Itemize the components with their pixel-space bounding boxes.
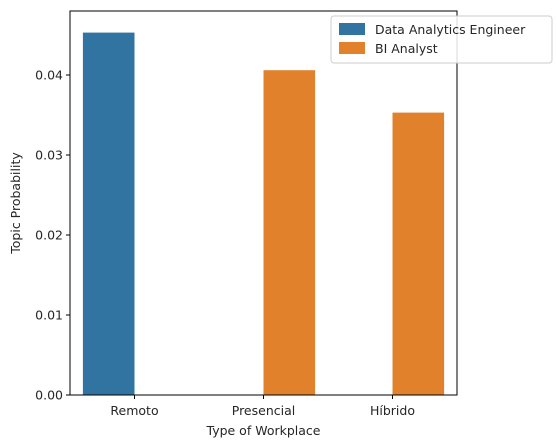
y-axis-label: Topic Probability: [8, 152, 23, 255]
bar-data-analytics-engineer-remoto: [82, 32, 135, 395]
y-tick-label: 0.00: [35, 388, 63, 403]
x-tick-label-remoto: Remoto: [110, 403, 158, 418]
y-tick-label: 0.02: [35, 228, 63, 243]
bar-bi-analyst-presencial: [263, 70, 316, 395]
legend-label-bi-analyst: BI Analyst: [375, 41, 438, 56]
legend-swatch-data-analytics-engineer: [339, 23, 365, 35]
y-tick-label: 0.03: [35, 148, 63, 163]
y-tick-label: 0.01: [35, 308, 63, 323]
legend-frame: [330, 15, 553, 64]
bar-bi-analyst-hibrido: [392, 112, 445, 395]
y-axis: 0.00 0.01 0.02 0.03 0.04: [35, 68, 70, 403]
x-axis-label: Type of Workplace: [206, 423, 321, 438]
y-tick-label: 0.04: [35, 68, 63, 83]
bars-group: [82, 32, 445, 395]
x-tick-label-presencial: Presencial: [232, 403, 295, 418]
legend-label-data-analytics-engineer: Data Analytics Engineer: [375, 22, 526, 37]
x-tick-label-hibrido: Híbrido: [370, 403, 415, 418]
legend-swatch-bi-analyst: [339, 42, 365, 54]
legend: Data Analytics Engineer BI Analyst: [330, 15, 553, 64]
x-axis: Remoto Presencial Híbrido: [110, 395, 415, 418]
